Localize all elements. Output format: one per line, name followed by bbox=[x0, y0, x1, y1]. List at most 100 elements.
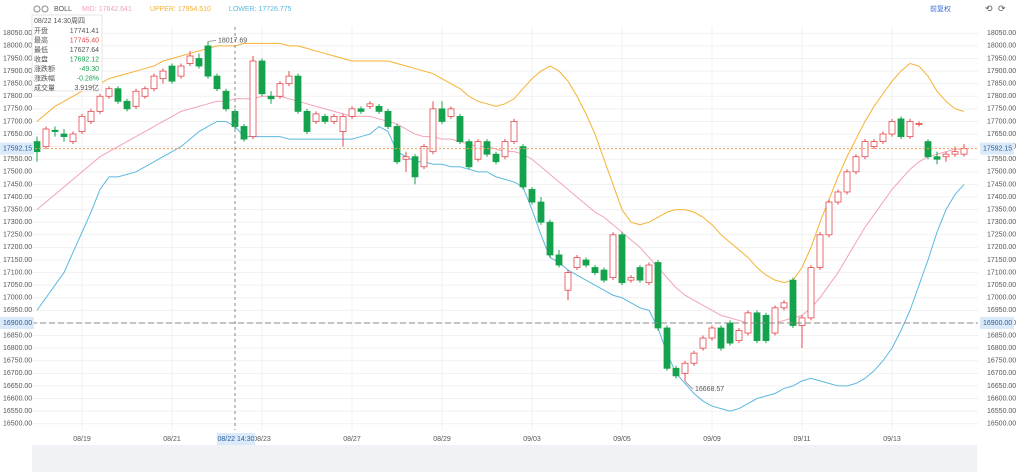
y-tick-label: 17300.00 bbox=[3, 219, 32, 226]
y-tick-label: 16850.00 bbox=[3, 332, 32, 339]
info-label: 开盘 bbox=[34, 26, 48, 35]
candle-body bbox=[276, 83, 284, 97]
candle-body bbox=[546, 221, 554, 256]
candle-body bbox=[888, 121, 896, 135]
candle-body bbox=[960, 148, 968, 155]
candle-body bbox=[879, 133, 887, 143]
legend-entry: UPPER: 17954.510 bbox=[150, 6, 211, 13]
candle-body bbox=[357, 108, 365, 112]
candle-body bbox=[690, 352, 698, 364]
indicator-name[interactable]: BOLL bbox=[54, 6, 72, 13]
y-tick-label-right: 17500.00 bbox=[987, 169, 1016, 176]
y-tick-label: 17950.00 bbox=[3, 55, 32, 62]
candle-body bbox=[771, 307, 779, 334]
y-tick-label-right: 17150.00 bbox=[987, 257, 1016, 264]
candle-body bbox=[321, 116, 329, 122]
candle-body bbox=[906, 121, 914, 137]
candle-body bbox=[708, 327, 716, 339]
y-tick-label-right: 16600.00 bbox=[987, 395, 1016, 402]
candle-body bbox=[663, 327, 671, 369]
candle-body bbox=[168, 65, 176, 82]
info-date: 08/22 14:30周四 bbox=[34, 17, 85, 25]
candle-body bbox=[609, 234, 617, 279]
crosshair-x-text: 08/22 14:30 bbox=[218, 436, 255, 443]
candle-body bbox=[915, 123, 923, 125]
candle-body bbox=[510, 121, 518, 143]
candle-body bbox=[267, 95, 275, 100]
candle-body bbox=[411, 156, 419, 178]
icon[interactable] bbox=[33, 5, 41, 13]
y-tick-label: 17400.00 bbox=[3, 194, 32, 201]
adjust-button[interactable]: 前复权 bbox=[930, 4, 951, 13]
candle-body bbox=[105, 88, 113, 97]
y-tick-label: 18000.00 bbox=[3, 43, 32, 50]
candle-body bbox=[816, 234, 824, 268]
candle-body bbox=[69, 133, 77, 143]
candle-body bbox=[285, 75, 293, 85]
candle-body bbox=[312, 113, 320, 122]
candle-body bbox=[618, 234, 626, 284]
candle-body bbox=[537, 201, 545, 223]
icon[interactable]: ⟳ bbox=[998, 3, 1006, 13]
candle-body bbox=[564, 272, 572, 291]
info-label: 收盘 bbox=[34, 54, 48, 63]
x-tick-label: 09/13 bbox=[883, 436, 901, 443]
y-tick-label: 17750.00 bbox=[3, 106, 32, 113]
candle-body bbox=[942, 153, 950, 158]
info-value: -49.30 bbox=[79, 66, 99, 73]
y-tick-label: 16650.00 bbox=[3, 383, 32, 390]
candle-body bbox=[654, 262, 662, 329]
crosshair-tag bbox=[980, 316, 1014, 329]
y-tick-label-right: 17800.00 bbox=[987, 93, 1016, 100]
y-tick-label-right: 16750.00 bbox=[987, 358, 1016, 365]
candle-body bbox=[240, 126, 248, 140]
candle-body bbox=[258, 60, 266, 95]
candle-body bbox=[501, 141, 509, 158]
candle-body bbox=[573, 257, 581, 268]
candle-body bbox=[204, 45, 212, 77]
x-tick-label: 09/11 bbox=[794, 436, 811, 443]
info-label: 涨跌额 bbox=[34, 64, 55, 73]
navigator[interactable] bbox=[32, 445, 977, 472]
candle-body bbox=[78, 116, 86, 132]
candle-body bbox=[222, 90, 230, 110]
candle-body bbox=[402, 156, 410, 160]
candle-body bbox=[456, 116, 464, 143]
candle-body bbox=[825, 201, 833, 236]
icon[interactable]: ⟲ bbox=[985, 3, 993, 13]
y-tick-label-right: 18000.00 bbox=[987, 43, 1016, 50]
candle-body bbox=[294, 75, 302, 112]
candle-body bbox=[528, 189, 536, 203]
y-tick-label: 17900.00 bbox=[3, 68, 32, 75]
candle-body bbox=[393, 126, 401, 163]
y-tick-label-right: 17950.00 bbox=[987, 55, 1016, 62]
price-tag-text: 17592.15 bbox=[3, 145, 32, 152]
candle-body bbox=[897, 118, 905, 137]
candle-body bbox=[87, 110, 95, 122]
crosshair-tag bbox=[0, 316, 34, 329]
legend-entry: LOWER: 17726.775 bbox=[229, 6, 292, 13]
y-tick-label-right: 16650.00 bbox=[987, 383, 1016, 390]
candle-body bbox=[672, 367, 680, 377]
info-box bbox=[31, 14, 103, 92]
y-tick-label: 16950.00 bbox=[3, 307, 32, 314]
y-tick-label: 17150.00 bbox=[3, 257, 32, 264]
candle-body bbox=[348, 108, 356, 117]
price-tag-text: 17592.15 bbox=[983, 145, 1012, 152]
y-tick-label: 16500.00 bbox=[3, 421, 32, 428]
price-tag bbox=[980, 142, 1014, 155]
candle-body bbox=[555, 254, 563, 266]
annotation: 18017.69 bbox=[218, 37, 247, 44]
legend-entry: MID: 17642.641 bbox=[82, 6, 132, 13]
price-tag bbox=[0, 142, 34, 155]
candle-body bbox=[186, 55, 194, 64]
y-tick-label-right: 17550.00 bbox=[987, 156, 1016, 163]
candle-body bbox=[447, 108, 455, 117]
candle-body bbox=[42, 128, 50, 148]
info-label: 最高 bbox=[34, 35, 48, 44]
y-tick-label-right: 16550.00 bbox=[987, 408, 1016, 415]
candle-body bbox=[384, 110, 392, 127]
info-value: 3.919亿 bbox=[74, 83, 99, 92]
candle-body bbox=[933, 156, 941, 160]
icon[interactable] bbox=[41, 5, 49, 13]
